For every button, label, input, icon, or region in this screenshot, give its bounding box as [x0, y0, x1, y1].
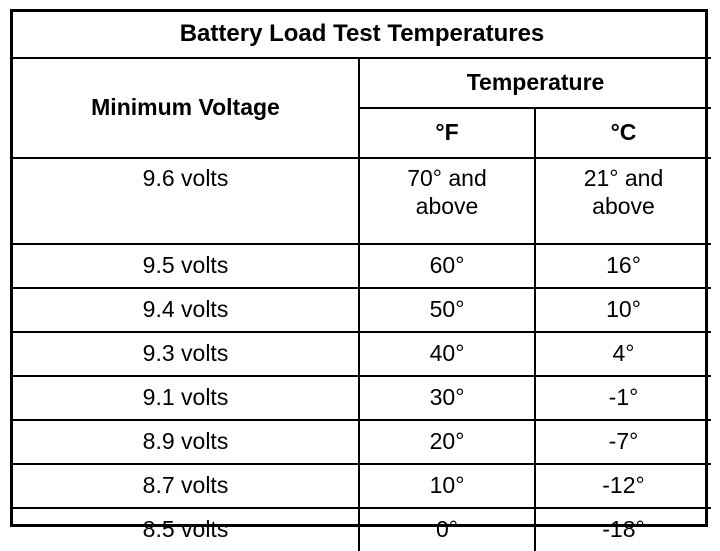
celsius-cell: 10°	[534, 287, 711, 333]
celsius-cell: -1°	[534, 375, 711, 421]
voltage-cell: 8.5 volts	[13, 507, 360, 551]
voltage-cell: 9.5 volts	[13, 243, 360, 289]
fahrenheit-cell: 40°	[358, 331, 536, 377]
fahrenheit-cell: 0°	[358, 507, 536, 551]
fahrenheit-cell-line: above	[415, 192, 479, 219]
voltage-cell: 9.6 volts	[13, 157, 360, 245]
fahrenheit-cell: 70° and above	[358, 157, 536, 245]
celsius-cell: -18°	[534, 507, 711, 551]
celsius-cell: 16°	[534, 243, 711, 289]
unit-header-row: °F °C	[13, 107, 711, 159]
table-row: 9.5 volts 60° 16°	[13, 243, 711, 289]
fahrenheit-cell-line: 70° and	[407, 165, 487, 191]
table-row: 8.7 volts 10° -12°	[13, 463, 711, 509]
voltage-cell: 8.9 volts	[13, 419, 360, 465]
temperature-header: Temperature	[358, 57, 711, 109]
celsius-cell: 4°	[534, 331, 711, 377]
celsius-header: °C	[534, 107, 711, 159]
table-row: 8.9 volts 20° -7°	[13, 419, 711, 465]
fahrenheit-cell: 50°	[358, 287, 536, 333]
fahrenheit-cell: 60°	[358, 243, 536, 289]
celsius-cell: -12°	[534, 463, 711, 509]
voltage-cell: 8.7 volts	[13, 463, 360, 509]
celsius-cell-line: 21° and	[583, 165, 664, 191]
fahrenheit-cell: 30°	[358, 375, 536, 421]
fahrenheit-header: °F	[359, 107, 536, 159]
voltage-cell: 9.1 volts	[13, 375, 360, 421]
fahrenheit-cell: 10°	[358, 463, 536, 509]
table-title: Battery Load Test Temperatures	[13, 12, 711, 59]
voltage-cell: 9.4 volts	[13, 287, 360, 333]
celsius-cell: 21° and above	[534, 157, 711, 245]
table-row: 8.5 volts 0° -18°	[13, 507, 711, 551]
header-row: Minimum Voltage Temperature	[13, 57, 711, 159]
fahrenheit-cell: 20°	[358, 419, 536, 465]
table-row: 9.4 volts 50° 10°	[13, 287, 711, 333]
battery-load-test-table: Battery Load Test Temperatures Minimum V…	[13, 12, 711, 551]
table-row: 9.6 volts 70° and above 21° and above	[13, 157, 711, 245]
celsius-cell-line: above	[592, 192, 655, 219]
battery-load-test-table-frame: Battery Load Test Temperatures Minimum V…	[10, 9, 711, 551]
table-row: 9.3 volts 40° 4°	[13, 331, 711, 377]
voltage-cell: 9.3 volts	[13, 331, 360, 377]
table-row: 9.1 volts 30° -1°	[13, 375, 711, 421]
minimum-voltage-header: Minimum Voltage	[13, 57, 360, 159]
celsius-cell: -7°	[534, 419, 711, 465]
title-row: Battery Load Test Temperatures	[13, 12, 711, 59]
